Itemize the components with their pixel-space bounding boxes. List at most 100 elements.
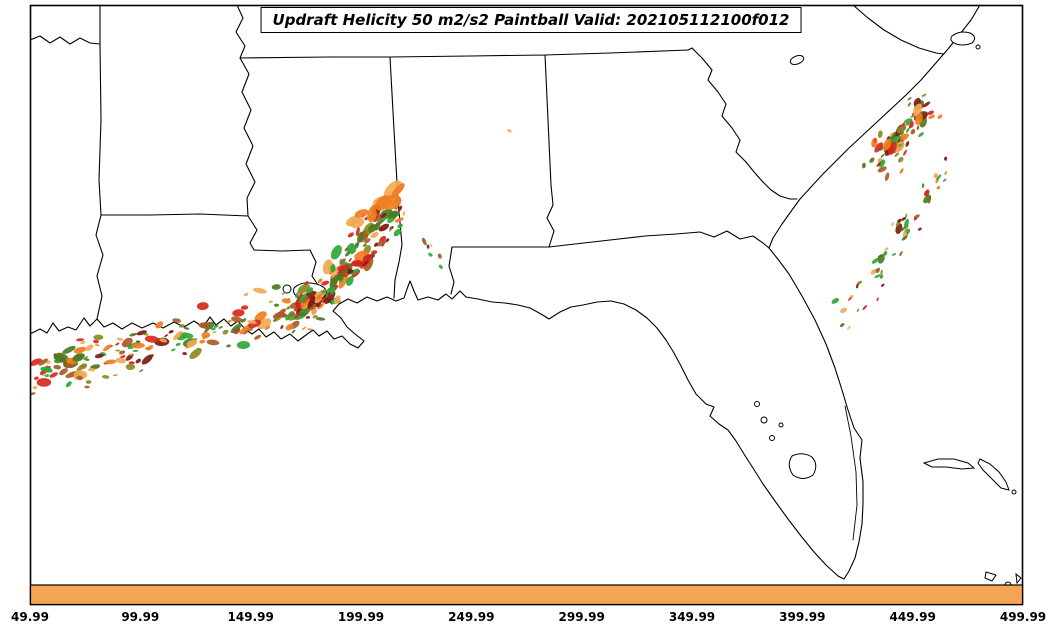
paintball xyxy=(113,374,118,377)
paintball xyxy=(387,210,400,219)
paintball xyxy=(391,183,405,197)
paintball xyxy=(346,276,354,286)
paintball xyxy=(339,258,342,265)
island-grand-bahama xyxy=(922,458,976,470)
paintball xyxy=(944,156,948,161)
paintball xyxy=(357,231,364,243)
paintball xyxy=(936,174,942,181)
paintball xyxy=(247,320,257,324)
paintball xyxy=(381,194,402,210)
colorbar-tick-label: 449.99 xyxy=(890,610,936,624)
paintball xyxy=(239,324,251,335)
paintball xyxy=(394,217,404,223)
paintball xyxy=(889,132,894,138)
paintball xyxy=(350,261,357,266)
paintball xyxy=(362,243,367,247)
colorbar-tick-label: 349.99 xyxy=(669,610,715,624)
paintball xyxy=(348,258,352,262)
paintball xyxy=(95,344,100,347)
paintball xyxy=(330,245,342,260)
islands xyxy=(922,458,1022,585)
paintball xyxy=(271,284,281,290)
colorbar-tick-label: 49.99 xyxy=(11,610,49,624)
paintball xyxy=(168,330,174,334)
paintball xyxy=(901,235,908,241)
colorbar-tick-label: 199.99 xyxy=(338,610,384,624)
paintball xyxy=(364,238,371,244)
paintball xyxy=(905,127,910,133)
paintball xyxy=(65,381,72,388)
paintball xyxy=(273,303,280,307)
paintball xyxy=(879,274,884,279)
paintball xyxy=(942,178,947,182)
state-borders xyxy=(30,5,945,320)
paintball xyxy=(178,324,185,328)
paintball xyxy=(875,268,880,274)
paintball xyxy=(189,348,202,360)
paintball xyxy=(905,213,908,218)
paintball xyxy=(877,253,885,264)
paintball xyxy=(285,323,294,331)
island-cay xyxy=(1011,489,1017,495)
paintball xyxy=(346,248,351,255)
colorbar-tick-label: 249.99 xyxy=(448,610,494,624)
paintball xyxy=(330,264,336,273)
paintball xyxy=(884,172,890,181)
paintball xyxy=(909,120,914,128)
paintball xyxy=(85,344,94,351)
paintball xyxy=(315,317,326,321)
paintball xyxy=(437,253,442,259)
island-bimini xyxy=(984,571,997,582)
paintball xyxy=(884,247,889,251)
paintball xyxy=(240,318,247,323)
paintball xyxy=(333,295,341,304)
paintball xyxy=(305,316,311,319)
paintball xyxy=(876,297,879,302)
paintball xyxy=(226,344,231,348)
paintball xyxy=(905,141,910,147)
paintball xyxy=(144,335,159,343)
paintball xyxy=(869,157,875,163)
paintball xyxy=(903,218,909,230)
paintball xyxy=(907,102,911,107)
paintball xyxy=(894,152,900,157)
title-box: Updraft Helicity 50 m2/s2 Paintball Vali… xyxy=(260,7,802,33)
colorbar-tick-labels: 49.99 99.99 149.99 199.99 249.99 299.99 349.99… xyxy=(11,610,1046,624)
paintball xyxy=(894,141,905,153)
paintball xyxy=(928,114,935,119)
paintball xyxy=(380,212,387,218)
paintball xyxy=(135,358,141,364)
paintball xyxy=(861,162,866,169)
paintball xyxy=(370,250,378,255)
paintball xyxy=(120,355,126,359)
paintball xyxy=(911,130,916,135)
paintball xyxy=(129,332,137,337)
paintball xyxy=(129,353,135,356)
paintball xyxy=(325,294,329,299)
paintball xyxy=(131,342,145,349)
paintball xyxy=(72,353,85,362)
paintball xyxy=(218,326,223,329)
paintball xyxy=(937,114,943,119)
paintball xyxy=(891,222,894,227)
paintball xyxy=(375,240,386,247)
paintball xyxy=(32,385,38,390)
paintball xyxy=(856,280,863,285)
paintball xyxy=(910,115,915,118)
paintball xyxy=(93,339,99,344)
paintball xyxy=(44,374,50,378)
colorbar xyxy=(29,584,1024,606)
paintball xyxy=(848,297,852,301)
paintball xyxy=(204,328,210,333)
paintball xyxy=(862,304,868,311)
paintball xyxy=(899,251,903,257)
paintball xyxy=(354,242,359,249)
paintball xyxy=(933,173,937,178)
paintball xyxy=(316,294,323,300)
paintball xyxy=(856,308,860,313)
paintball xyxy=(291,329,296,334)
paintball xyxy=(60,358,67,362)
paintball xyxy=(280,324,284,330)
basemap xyxy=(30,5,1022,585)
